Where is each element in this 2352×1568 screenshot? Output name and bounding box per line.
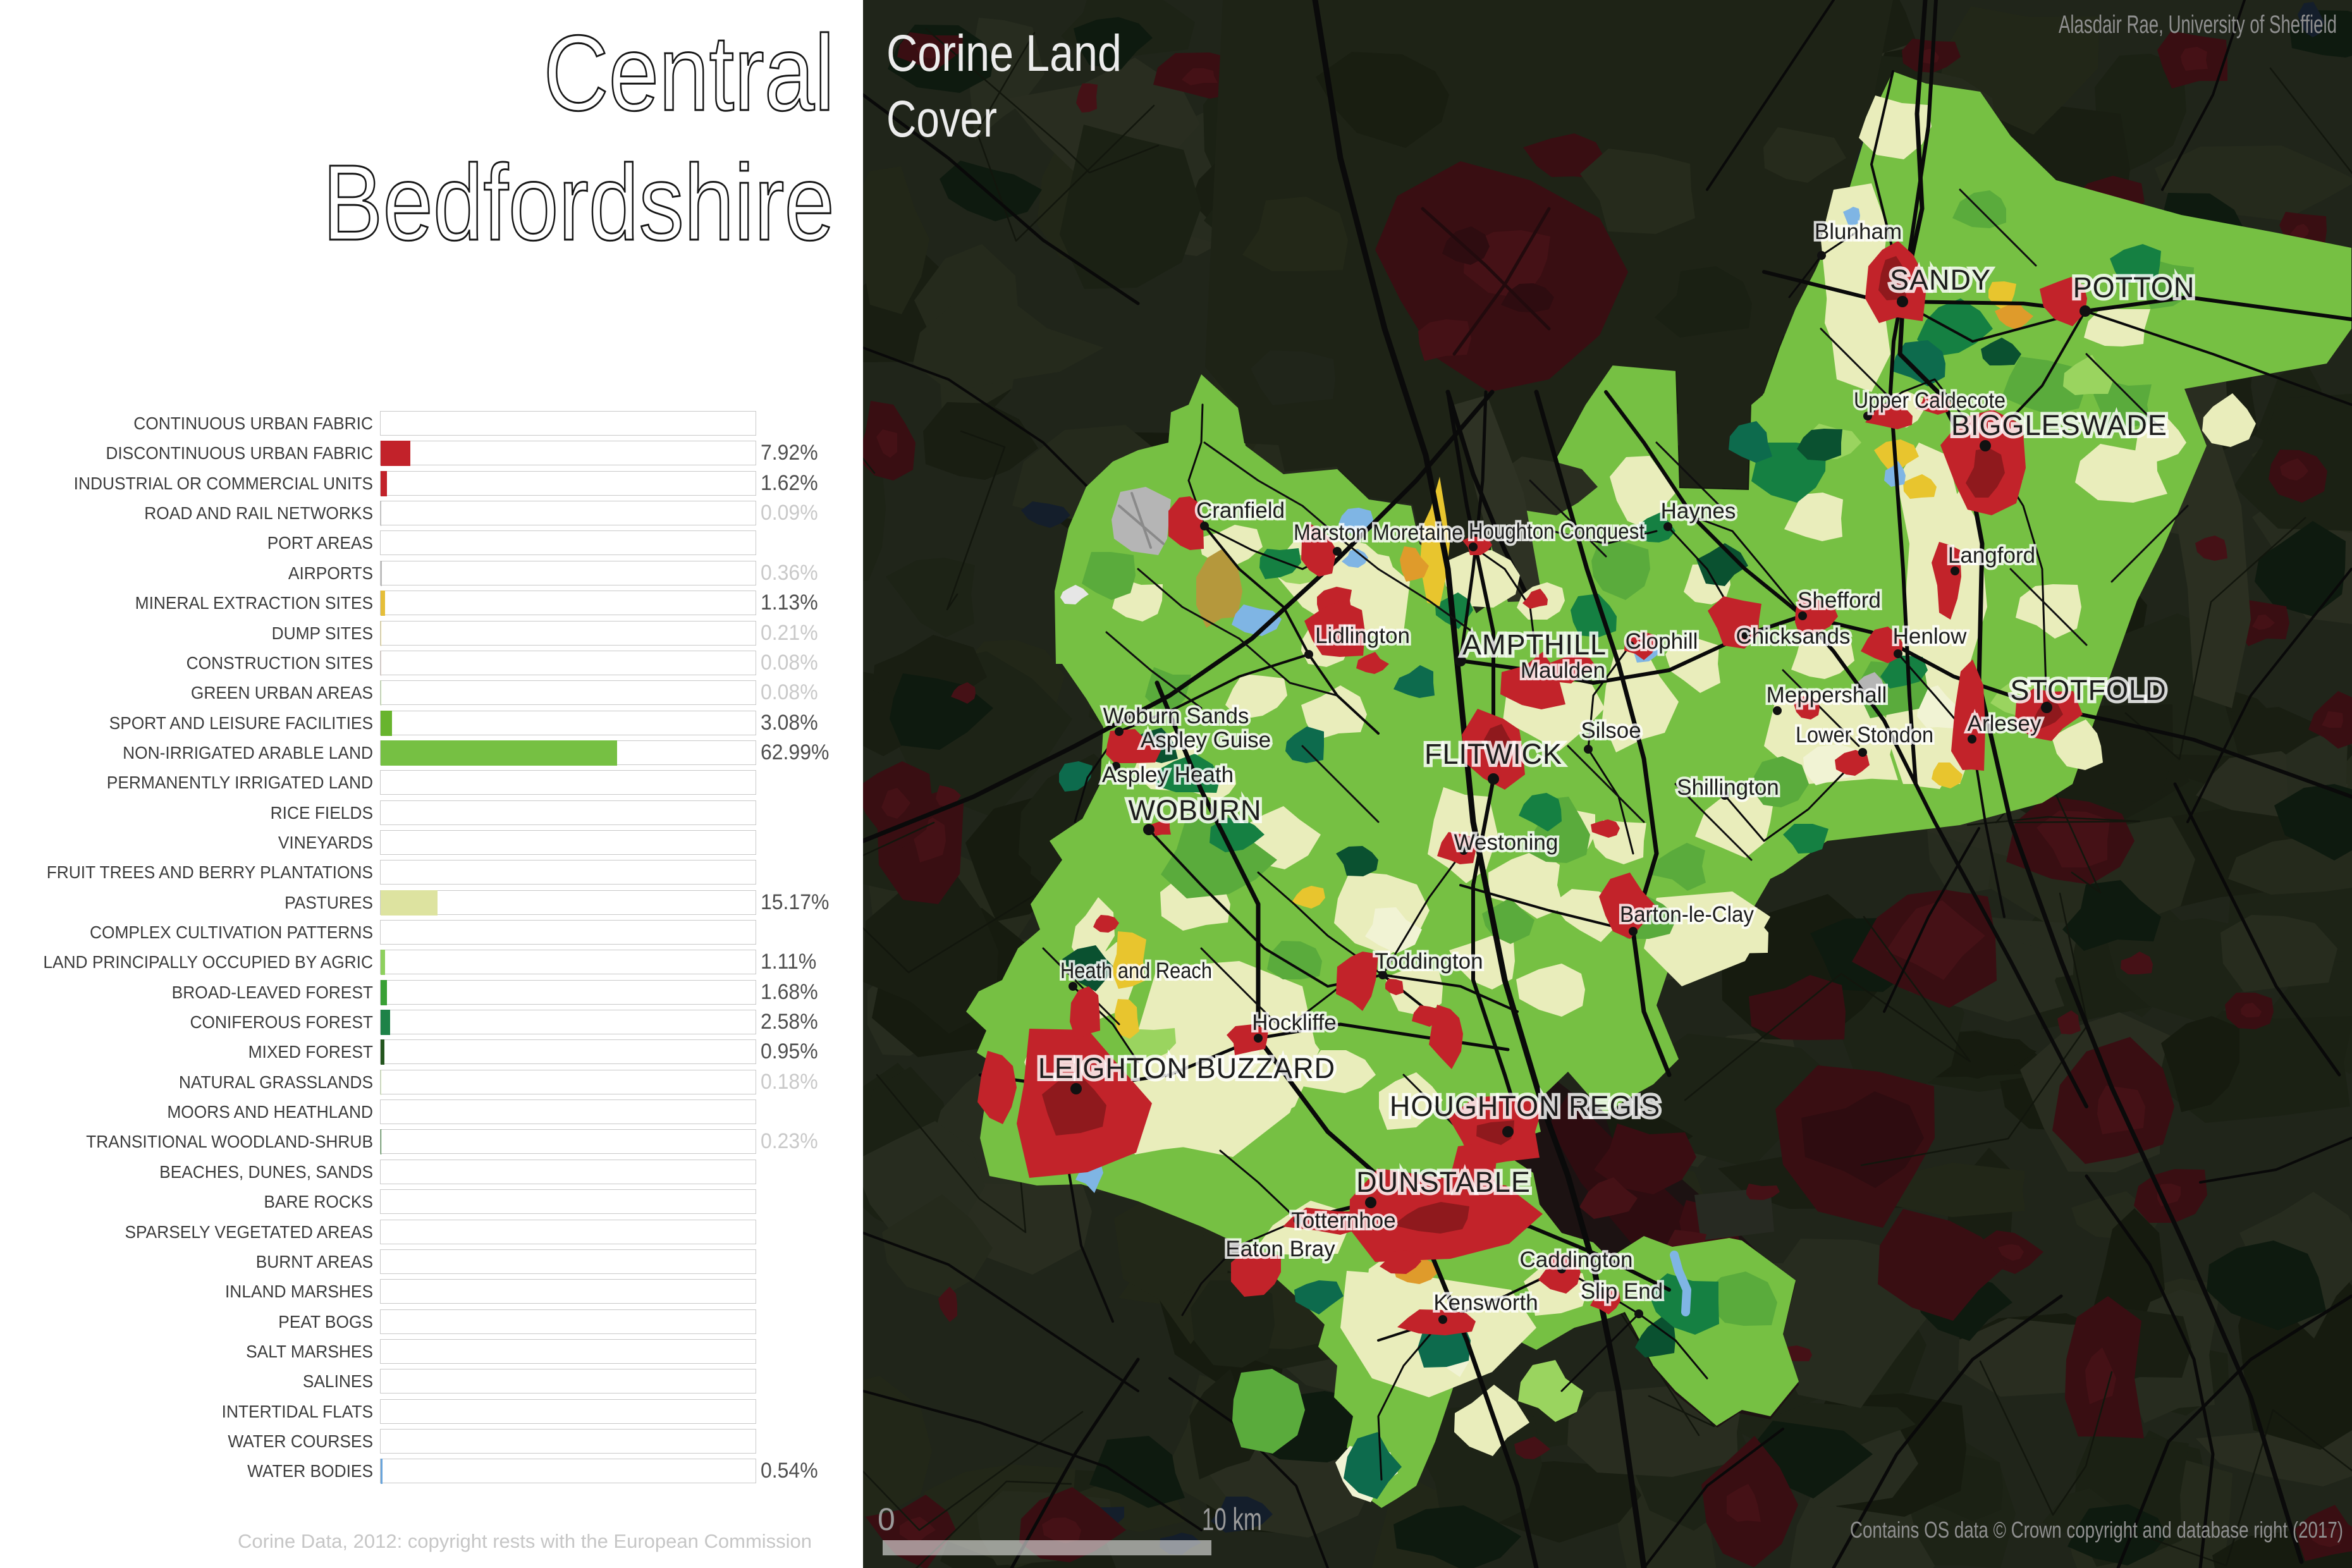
svg-text:HOUGHTON REGIS: HOUGHTON REGIS (1390, 1090, 1660, 1122)
svg-text:Corine Land: Corine Land (886, 25, 1122, 82)
svg-text:Arlesey: Arlesey (1968, 711, 2042, 736)
svg-text:Eaton Bray: Eaton Bray (1225, 1237, 1335, 1261)
svg-text:Alasdair Rae, University of Sh: Alasdair Rae, University of Sheffield (2059, 11, 2337, 39)
svg-text:BIGGLESWADE: BIGGLESWADE (1951, 409, 2167, 441)
svg-text:Shillington: Shillington (1677, 775, 1779, 800)
svg-text:Toddington: Toddington (1375, 949, 1483, 974)
svg-text:Slip End: Slip End (1581, 1279, 1663, 1304)
svg-text:Heath and Reach: Heath and Reach (1060, 959, 1212, 983)
svg-text:Langford: Langford (1948, 543, 2035, 568)
svg-text:DUNSTABLE: DUNSTABLE (1356, 1166, 1531, 1198)
svg-text:Westoning: Westoning (1454, 830, 1559, 855)
svg-text:Cover: Cover (886, 90, 997, 148)
svg-text:FLITWICK: FLITWICK (1424, 738, 1562, 770)
svg-text:POTTON: POTTON (2073, 271, 2195, 303)
svg-text:Aspley Heath: Aspley Heath (1102, 763, 1234, 787)
svg-text:Woburn Sands: Woburn Sands (1103, 704, 1249, 728)
svg-text:Totternhoe: Totternhoe (1291, 1208, 1395, 1233)
svg-text:Chicksands: Chicksands (1736, 624, 1851, 649)
svg-text:Shefford: Shefford (1798, 588, 1881, 613)
svg-text:LEIGHTON BUZZARD: LEIGHTON BUZZARD (1038, 1052, 1335, 1084)
svg-text:Blunham: Blunham (1815, 219, 1902, 244)
svg-text:Upper Caldecote: Upper Caldecote (1854, 388, 2006, 413)
svg-text:0: 0 (878, 1502, 895, 1537)
svg-text:Barton-le-Clay: Barton-le-Clay (1620, 902, 1754, 927)
svg-text:Hockliffe: Hockliffe (1252, 1010, 1337, 1035)
svg-text:STOTFOLD: STOTFOLD (2010, 674, 2166, 706)
svg-text:SANDY: SANDY (1890, 264, 1991, 296)
svg-text:Aspley Guise: Aspley Guise (1141, 728, 1271, 752)
svg-text:Cranfield: Cranfield (1196, 498, 1285, 523)
svg-text:Haynes: Haynes (1661, 499, 1736, 524)
svg-text:Clophill: Clophill (1626, 629, 1698, 654)
svg-text:WOBURN: WOBURN (1129, 794, 1262, 826)
svg-text:Marston Moretaine: Marston Moretaine (1294, 520, 1463, 545)
svg-text:AMPTHILL: AMPTHILL (1462, 628, 1607, 661)
svg-text:Houghton Conquest: Houghton Conquest (1469, 519, 1645, 544)
svg-text:10 km: 10 km (1202, 1502, 1262, 1537)
svg-text:Lidlington: Lidlington (1315, 623, 1410, 648)
svg-text:Caddington: Caddington (1519, 1247, 1632, 1272)
svg-text:Silsoe: Silsoe (1581, 718, 1641, 743)
svg-text:Meppershall: Meppershall (1767, 683, 1887, 707)
svg-text:Lower Stondon: Lower Stondon (1796, 723, 1933, 747)
svg-text:Kensworth: Kensworth (1433, 1290, 1538, 1315)
svg-text:Contains OS data © Crown copyr: Contains OS data © Crown copyright and d… (1850, 1517, 2343, 1543)
svg-text:Maulden: Maulden (1521, 658, 1605, 683)
svg-text:Henlow: Henlow (1893, 624, 1967, 649)
